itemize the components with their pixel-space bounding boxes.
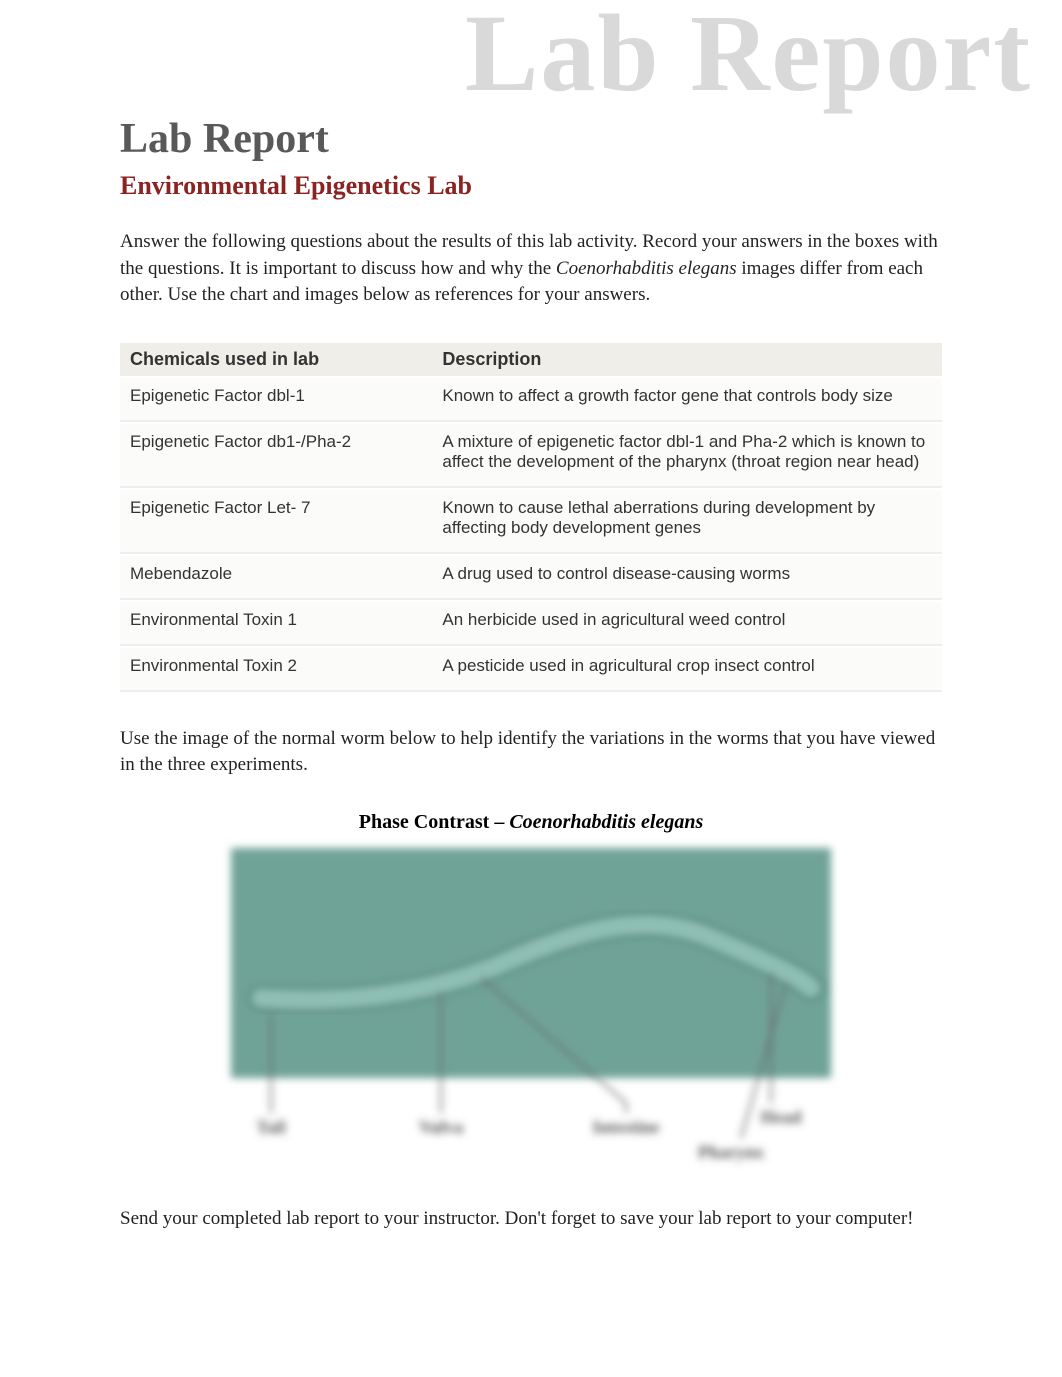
cell-chemical: Mebendazole xyxy=(120,556,432,600)
mid-paragraph: Use the image of the normal worm below t… xyxy=(120,726,942,779)
table-row: Environmental Toxin 1 An herbicide used … xyxy=(120,602,942,646)
cell-chemical: Epigenetic Factor dbl-1 xyxy=(120,378,432,422)
header-chemicals: Chemicals used in lab xyxy=(120,343,432,376)
label-intestine: Intestine xyxy=(593,1117,660,1137)
intro-paragraph: Answer the following questions about the… xyxy=(120,229,942,309)
label-head: Head xyxy=(760,1107,801,1127)
chemicals-table: Chemicals used in lab Description Epigen… xyxy=(120,341,942,694)
cell-chemical: Environmental Toxin 2 xyxy=(120,648,432,692)
figure-labels: Tail Vulva Intestine Head Pharynx xyxy=(256,1107,801,1162)
closing-paragraph: Send your completed lab report to your i… xyxy=(120,1206,942,1233)
header-description: Description xyxy=(432,343,942,376)
cell-description: An herbicide used in agricultural weed c… xyxy=(432,602,942,646)
page-subtitle: Environmental Epigenetics Lab xyxy=(120,171,942,201)
figure-title: Phase Contrast – Coenorhabditis elegans xyxy=(120,811,942,834)
worm-figure: Tail Vulva Intestine Head Pharynx xyxy=(211,838,851,1178)
cell-chemical: Epigenetic Factor db1-/Pha-2 xyxy=(120,424,432,488)
table-row: Mebendazole A drug used to control disea… xyxy=(120,556,942,600)
worm-svg: Tail Vulva Intestine Head Pharynx xyxy=(211,838,851,1178)
cell-chemical: Epigenetic Factor Let- 7 xyxy=(120,490,432,554)
cell-description: A mixture of epigenetic factor dbl-1 and… xyxy=(432,424,942,488)
chemicals-table-wrap: Chemicals used in lab Description Epigen… xyxy=(120,341,942,694)
intro-italic: Coenorhabditis elegans xyxy=(556,258,737,279)
cell-description: A pesticide used in agricultural crop in… xyxy=(432,648,942,692)
label-pharynx: Pharynx xyxy=(698,1142,764,1162)
cell-chemical: Environmental Toxin 1 xyxy=(120,602,432,646)
cell-description: A drug used to control disease-causing w… xyxy=(432,556,942,600)
page-title: Lab Report xyxy=(120,115,942,163)
figure-title-plain: Phase Contrast – xyxy=(359,811,510,833)
table-row: Epigenetic Factor dbl-1 Known to affect … xyxy=(120,378,942,422)
cell-description: Known to affect a growth factor gene tha… xyxy=(432,378,942,422)
page: Lab Report Lab Report Environmental Epig… xyxy=(0,0,1062,1313)
table-row: Environmental Toxin 2 A pesticide used i… xyxy=(120,648,942,692)
table-row: Epigenetic Factor Let- 7 Known to cause … xyxy=(120,490,942,554)
label-tail: Tail xyxy=(256,1117,285,1137)
table-header-row: Chemicals used in lab Description xyxy=(120,343,942,376)
table-row: Epigenetic Factor db1-/Pha-2 A mixture o… xyxy=(120,424,942,488)
content-area: Lab Report Environmental Epigenetics Lab… xyxy=(0,0,1062,1233)
cell-description: Known to cause lethal aberrations during… xyxy=(432,490,942,554)
figure-title-italic: Coenorhabditis elegans xyxy=(509,811,703,833)
label-vulva: Vulva xyxy=(419,1117,463,1137)
